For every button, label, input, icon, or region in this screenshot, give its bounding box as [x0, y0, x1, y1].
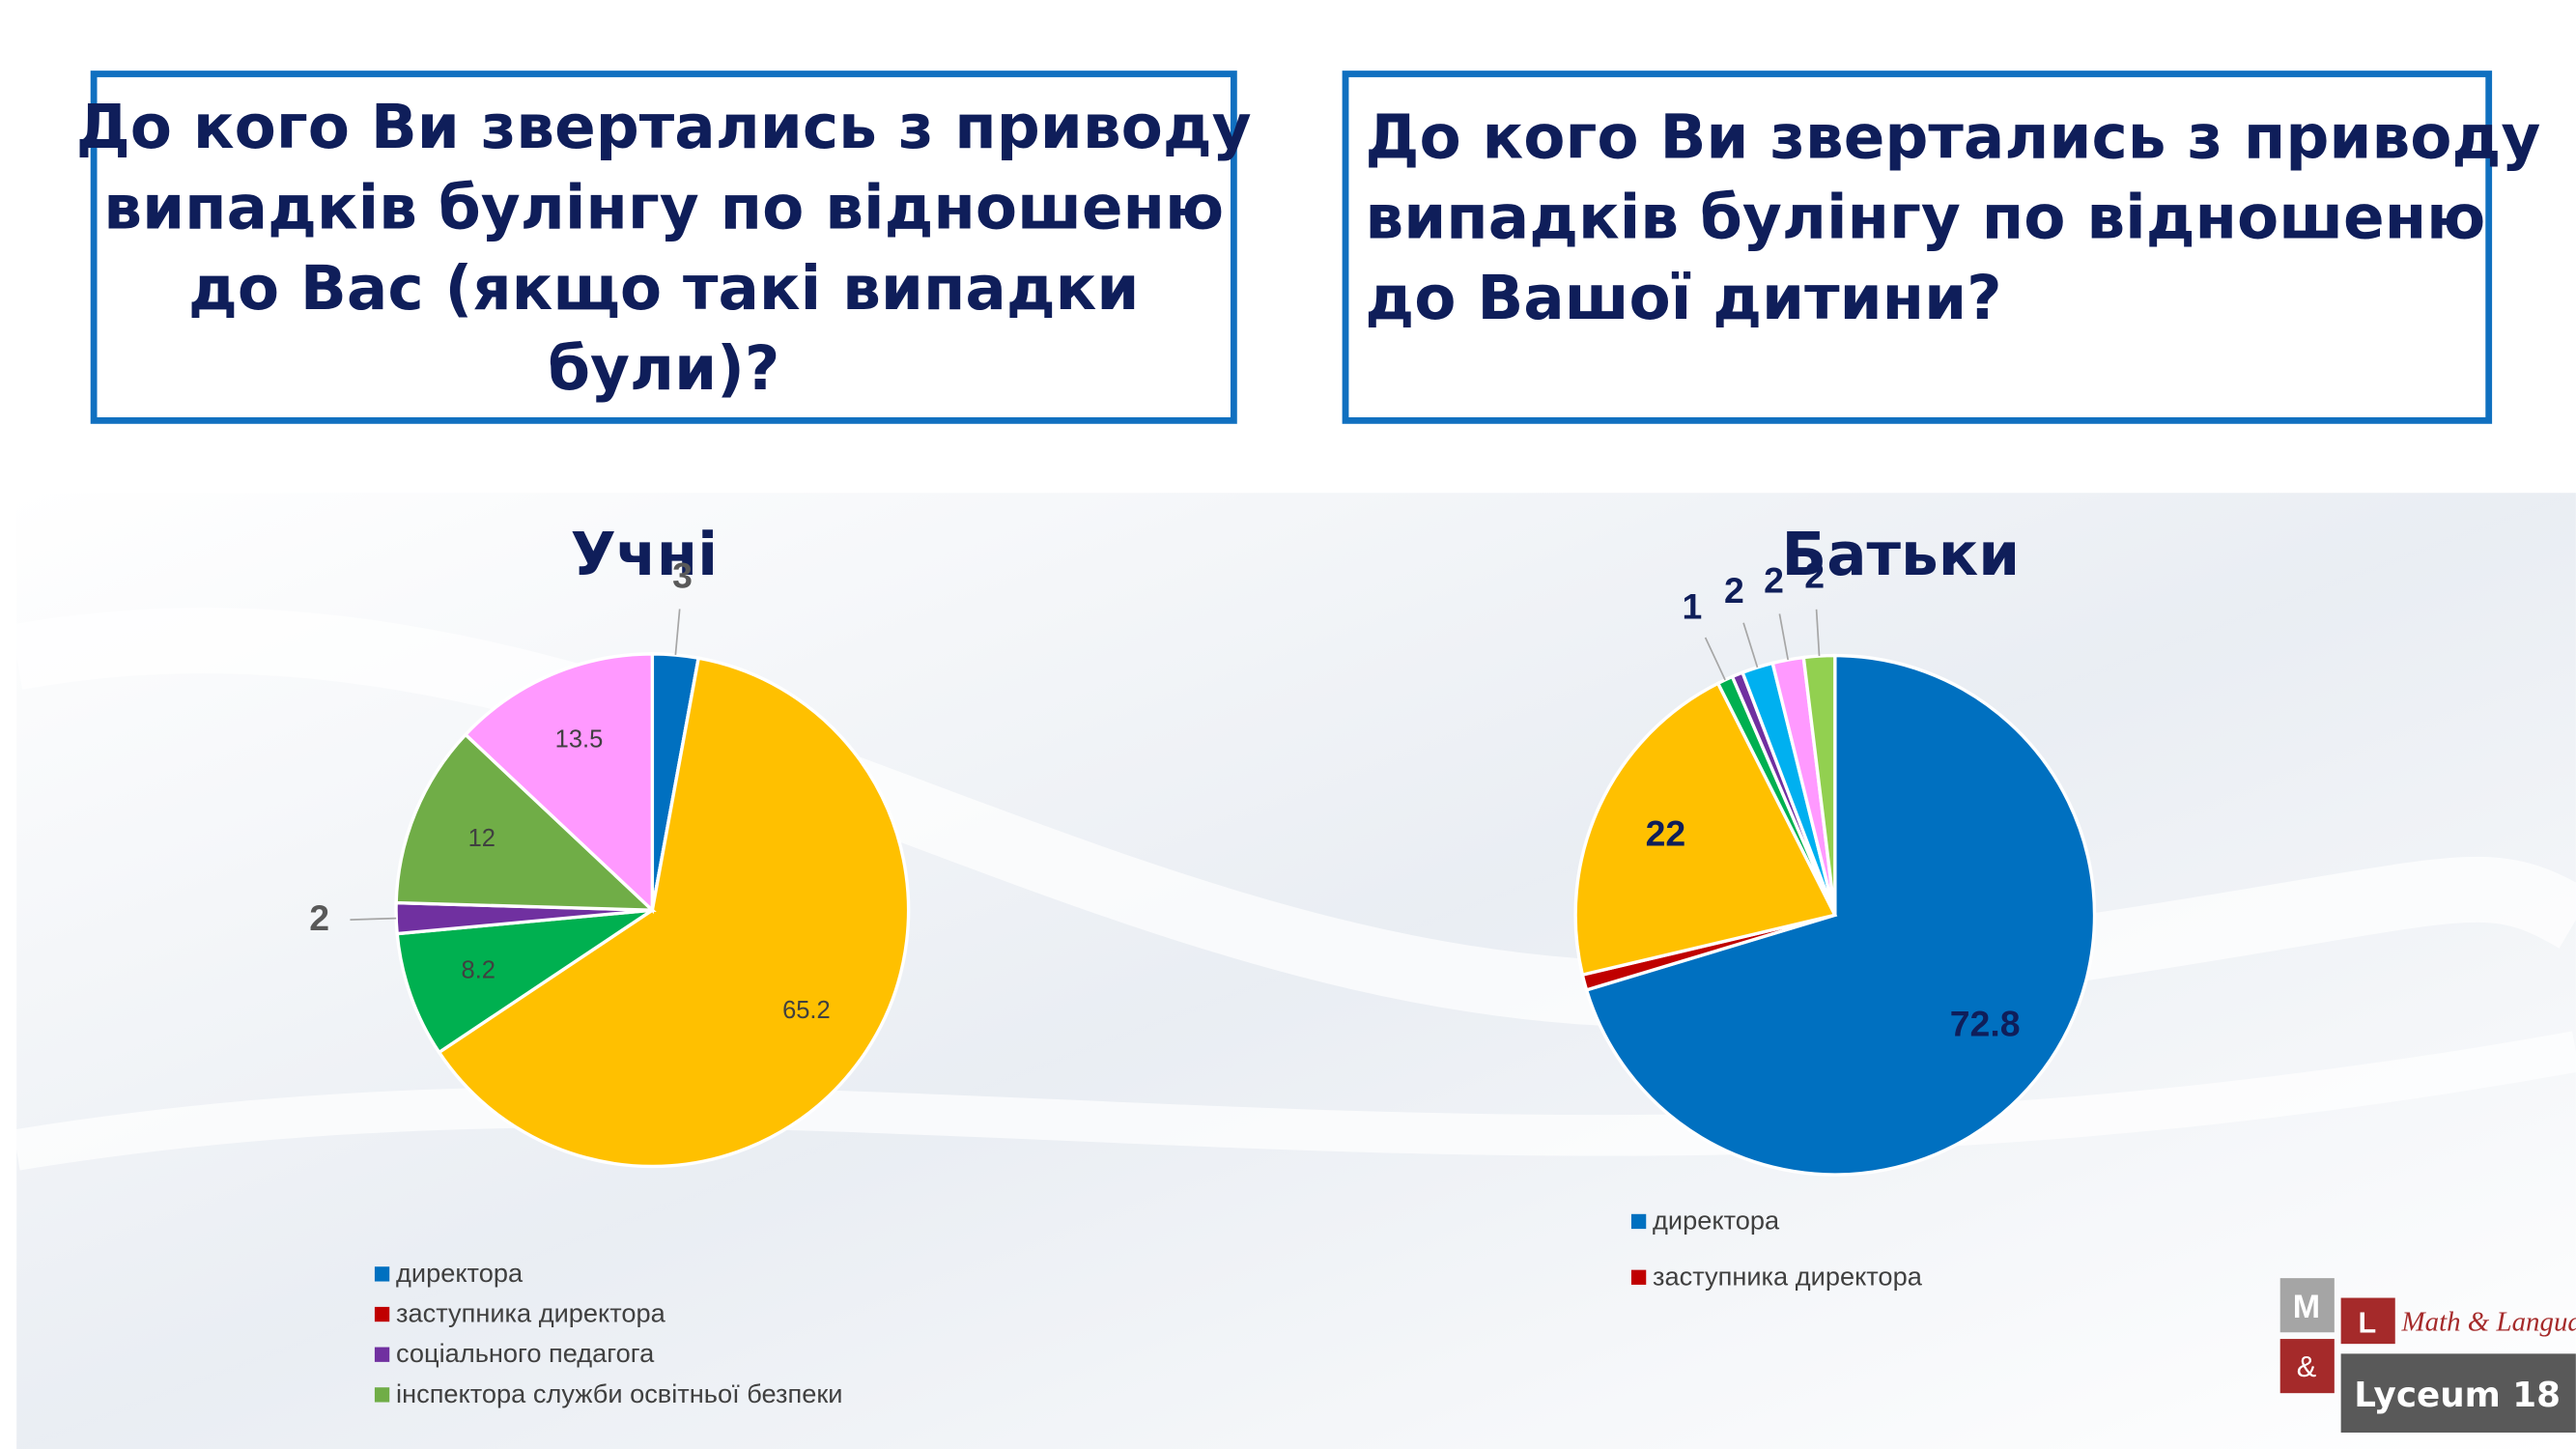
- question-box: [1342, 71, 2493, 424]
- legend-swatch: [374, 1266, 390, 1282]
- data-label: 65.2: [782, 997, 831, 1024]
- data-label: 2: [1724, 570, 1744, 611]
- data-label: 3: [672, 555, 693, 596]
- legend-swatch: [374, 1306, 390, 1322]
- legend-label: заступника директора: [396, 1298, 666, 1328]
- swoosh: [11, 608, 2576, 1028]
- legend-label: директора: [396, 1258, 524, 1288]
- logo: M L & Math & Language Lyceum 18: [2279, 1278, 2576, 1433]
- logo-amp: &: [2297, 1350, 2316, 1383]
- question-line: До кого Ви звертались з приводу: [1365, 101, 2540, 172]
- logo-cell: [2340, 1353, 2576, 1433]
- data-label: 2: [1804, 554, 1825, 595]
- pie-slice: [395, 908, 654, 1055]
- chart-title: Батьки: [1782, 521, 2021, 589]
- data-label: 2: [1764, 560, 1784, 601]
- leader-line: [350, 917, 397, 921]
- pie-slice: [1573, 681, 1838, 978]
- leader-line: [1742, 622, 1759, 668]
- question-line: випадків булінгу по відношеню: [103, 172, 1224, 242]
- logo-cell: [2279, 1339, 2335, 1394]
- legend-swatch: [1630, 1213, 1647, 1230]
- question-line: До кого Ви звертались з приводу: [76, 92, 1252, 162]
- data-label: 72.8: [1950, 1004, 2021, 1044]
- logo-name: Lyceum 18: [2354, 1376, 2561, 1415]
- logo-cell: [2279, 1278, 2335, 1333]
- leader-line: [1778, 613, 1789, 661]
- leader-line: [1815, 609, 1821, 657]
- pie-slice: [437, 656, 911, 1169]
- data-label: 8.2: [462, 957, 495, 984]
- leader-line: [674, 609, 681, 656]
- legend-swatch: [1630, 1269, 1647, 1285]
- swoosh: [13, 1031, 2576, 1171]
- logo-cell: [2340, 1297, 2395, 1345]
- question-line: до Вас (якщо такі випадки: [188, 253, 1139, 324]
- data-label: 2: [309, 897, 329, 938]
- data-label: 13.5: [555, 726, 604, 753]
- chart-title: Учні: [571, 521, 719, 589]
- data-label: 1: [1683, 586, 1703, 627]
- logo-tagline: Math & Language: [2401, 1307, 2576, 1338]
- legend-swatch: [374, 1387, 390, 1403]
- pie-slice: [1584, 653, 2097, 1177]
- question-line: до Вашої дитини?: [1365, 263, 2001, 333]
- pie-slice: [394, 732, 657, 913]
- data-label: 12: [468, 825, 495, 852]
- legend-label: директора: [1653, 1205, 1780, 1235]
- question-box: [90, 71, 1237, 424]
- legend-label: заступника директора: [1653, 1261, 1923, 1291]
- legend-label: соціального педагога: [396, 1338, 655, 1368]
- data-label: 22: [1646, 813, 1686, 854]
- leader-line: [1704, 637, 1726, 681]
- logo-l: L: [2358, 1306, 2376, 1339]
- legend-label: інспектора служби освітньої безпеки: [396, 1378, 842, 1408]
- pie-slice: [463, 652, 655, 915]
- logo-m: M: [2293, 1289, 2320, 1325]
- question-line: випадків булінгу по відношеню: [1365, 183, 2485, 253]
- question-line: були)?: [548, 333, 779, 404]
- legend-swatch: [374, 1347, 390, 1362]
